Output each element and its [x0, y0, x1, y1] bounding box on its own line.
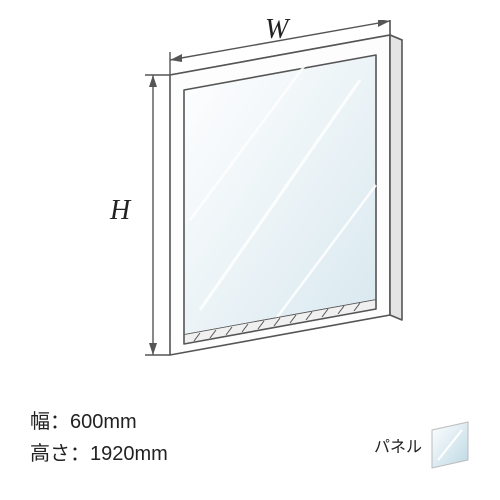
spec-width: 幅：600mm — [30, 406, 168, 438]
spec-text: 幅：600mm 高さ：1920mm — [30, 406, 168, 470]
spec-height: 高さ：1920mm — [30, 438, 168, 470]
panel-legend: パネル — [374, 420, 470, 470]
height-dim-label: H — [110, 195, 130, 227]
legend-swatch — [430, 420, 470, 470]
panel-diagram: W H — [50, 20, 450, 380]
width-dim-label: W — [265, 14, 288, 46]
info-row: 幅：600mm 高さ：1920mm パネル — [30, 406, 470, 470]
legend-label: パネル — [374, 433, 422, 457]
